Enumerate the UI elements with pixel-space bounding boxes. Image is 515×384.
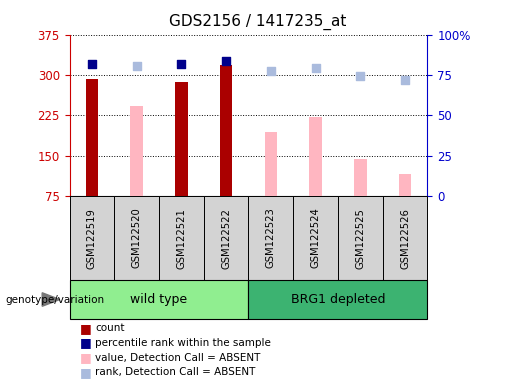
FancyBboxPatch shape — [114, 196, 159, 280]
Text: GSM122522: GSM122522 — [221, 208, 231, 268]
Text: GSM122526: GSM122526 — [400, 208, 410, 268]
Point — [312, 65, 320, 71]
FancyBboxPatch shape — [338, 196, 383, 280]
Text: wild type: wild type — [130, 293, 187, 306]
Bar — [85, 79, 98, 196]
Bar — [399, 174, 411, 196]
Text: GSM122519: GSM122519 — [87, 208, 97, 268]
Text: GSM122521: GSM122521 — [176, 208, 186, 268]
Bar — [354, 159, 367, 196]
Text: ■: ■ — [80, 336, 92, 349]
FancyBboxPatch shape — [293, 196, 338, 280]
Point — [401, 77, 409, 83]
Bar — [175, 82, 187, 196]
Point — [177, 61, 185, 67]
FancyBboxPatch shape — [204, 196, 248, 280]
FancyBboxPatch shape — [383, 196, 427, 280]
Text: ■: ■ — [80, 322, 92, 335]
Text: percentile rank within the sample: percentile rank within the sample — [95, 338, 271, 348]
FancyBboxPatch shape — [248, 196, 293, 280]
Bar — [265, 132, 277, 196]
Point — [356, 73, 365, 79]
Bar — [310, 117, 322, 196]
Polygon shape — [42, 293, 60, 306]
Text: GSM122525: GSM122525 — [355, 208, 365, 268]
Point — [222, 58, 230, 65]
FancyBboxPatch shape — [248, 280, 427, 319]
Text: value, Detection Call = ABSENT: value, Detection Call = ABSENT — [95, 353, 261, 362]
Text: GDS2156 / 1417235_at: GDS2156 / 1417235_at — [169, 13, 346, 30]
FancyBboxPatch shape — [70, 280, 248, 319]
Point — [132, 63, 141, 70]
Point — [267, 68, 275, 74]
Point — [88, 61, 96, 67]
Text: ■: ■ — [80, 351, 92, 364]
FancyBboxPatch shape — [159, 196, 204, 280]
Text: count: count — [95, 323, 125, 333]
Text: ■: ■ — [80, 366, 92, 379]
Text: rank, Detection Call = ABSENT: rank, Detection Call = ABSENT — [95, 367, 255, 377]
Bar — [220, 65, 232, 196]
Text: GSM122523: GSM122523 — [266, 208, 276, 268]
Text: genotype/variation: genotype/variation — [5, 295, 104, 305]
Text: BRG1 depleted: BRG1 depleted — [291, 293, 385, 306]
FancyBboxPatch shape — [70, 196, 114, 280]
Text: GSM122524: GSM122524 — [311, 208, 321, 268]
Text: GSM122520: GSM122520 — [132, 208, 142, 268]
Bar — [130, 106, 143, 196]
